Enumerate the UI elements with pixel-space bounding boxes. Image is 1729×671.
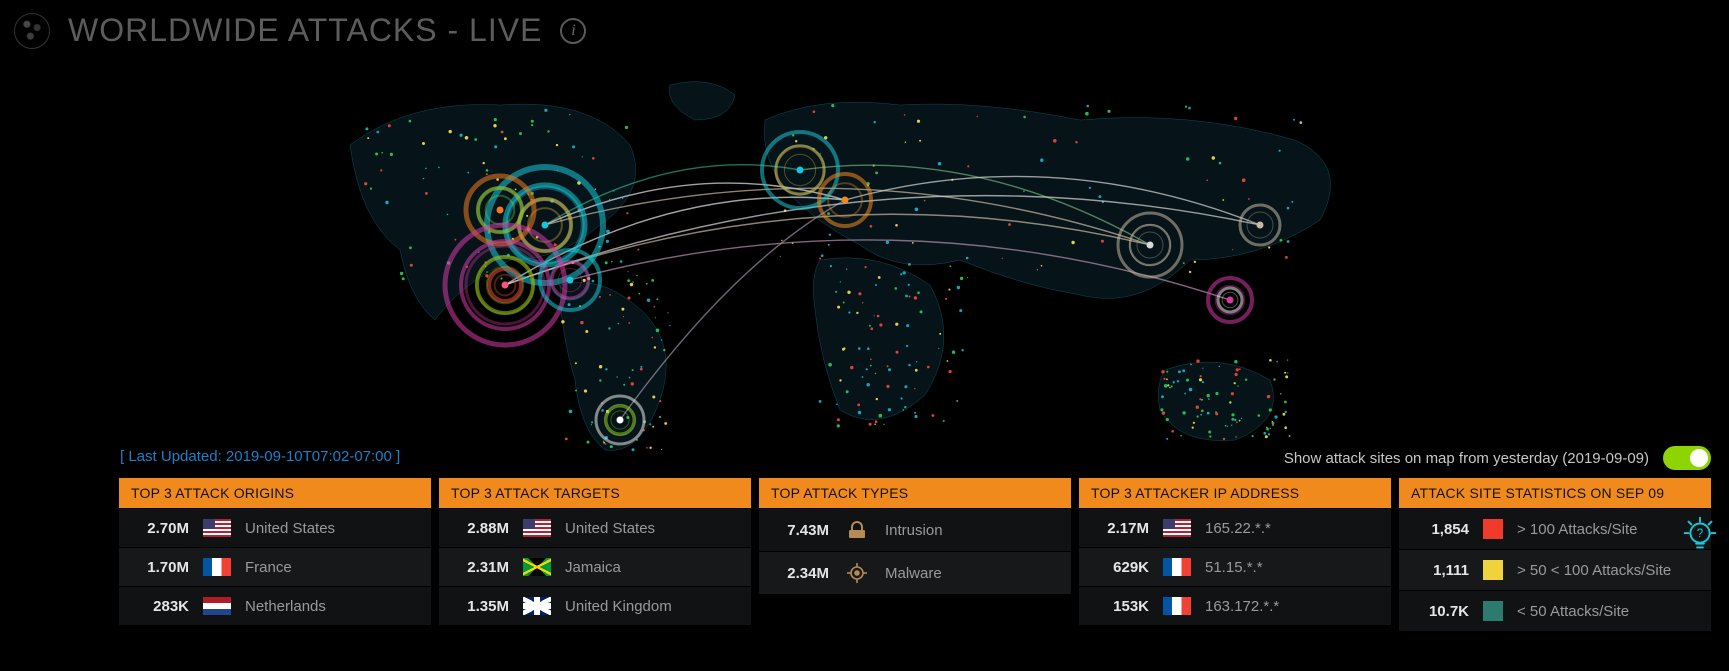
panel-row: 2.70M United States — [119, 508, 431, 547]
flag-nl-icon — [203, 597, 231, 615]
flag-us-icon — [203, 519, 231, 537]
panel-row: 629K 51.15.*.* — [1079, 547, 1391, 586]
row-metric: 1.70M — [131, 559, 189, 576]
svg-text:?: ? — [1697, 528, 1703, 540]
row-label: 51.15.*.* — [1205, 559, 1263, 576]
yesterday-toggle[interactable] — [1663, 446, 1711, 470]
row-label: > 100 Attacks/Site — [1517, 521, 1638, 538]
panel-row: 2.31M Jamaica — [439, 547, 751, 586]
help-lightbulb-icon[interactable]: ? — [1677, 512, 1723, 558]
stats-panels: TOP 3 ATTACK ORIGINS 2.70M United States 1.… — [119, 478, 1711, 631]
panel-row: 1,854 > 100 Attacks/Site — [1399, 508, 1711, 549]
row-label: 163.172.*.* — [1205, 598, 1279, 615]
flag-us-icon — [523, 519, 551, 537]
stats-panel: TOP 3 ATTACK ORIGINS 2.70M United States 1.… — [119, 478, 431, 631]
panel-row: 1,111 > 50 < 100 Attacks/Site — [1399, 549, 1711, 590]
flag-fr-icon — [1163, 597, 1191, 615]
globe-logo-icon — [14, 13, 50, 49]
yesterday-toggle-row: Show attack sites on map from yesterday … — [1284, 446, 1711, 470]
row-label: France — [245, 559, 292, 576]
row-metric: 7.43M — [771, 522, 829, 539]
panel-row: 2.34M Malware — [759, 551, 1071, 594]
row-metric: 2.88M — [451, 520, 509, 537]
row-label: Netherlands — [245, 598, 326, 615]
panel-row: 2.88M United States — [439, 508, 751, 547]
row-metric: 2.31M — [451, 559, 509, 576]
severity-swatch — [1483, 519, 1503, 539]
row-metric: 2.17M — [1091, 520, 1149, 537]
row-metric: 1,111 — [1411, 562, 1469, 579]
panel-row: 283K Netherlands — [119, 586, 431, 625]
panel-row: 153K 163.172.*.* — [1079, 586, 1391, 625]
row-label: > 50 < 100 Attacks/Site — [1517, 562, 1671, 579]
page-header: WORLDWIDE ATTACKS - LIVE i — [14, 12, 586, 49]
row-metric: 1.35M — [451, 598, 509, 615]
stats-panel: TOP ATTACK TYPES 7.43M Intrusion 2.34M Malwa… — [759, 478, 1071, 631]
panel-header: ATTACK SITE STATISTICS ON SEP 09 — [1399, 478, 1711, 508]
intrusion-icon — [843, 519, 871, 541]
row-label: Jamaica — [565, 559, 621, 576]
stats-panel: TOP 3 ATTACKER IP ADDRESS 2.17M 165.22.*.*… — [1079, 478, 1391, 631]
world-attack-map[interactable] — [260, 50, 1460, 480]
map-svg — [260, 50, 1460, 480]
flag-us-icon — [1163, 519, 1191, 537]
flag-fr-icon — [203, 558, 231, 576]
row-label: United Kingdom — [565, 598, 672, 615]
severity-swatch — [1483, 601, 1503, 621]
panel-row: 1.35M United Kingdom — [439, 586, 751, 625]
bracket-close: ] — [392, 448, 400, 465]
row-metric: 629K — [1091, 559, 1149, 576]
row-metric: 153K — [1091, 598, 1149, 615]
row-label: 165.22.*.* — [1205, 520, 1271, 537]
row-label: United States — [245, 520, 335, 537]
stats-panel: TOP 3 ATTACK TARGETS2.88MUnited States2.… — [439, 478, 751, 631]
last-updated: [ Last Updated: 2019-09-10T07:02-07:00 ] — [120, 448, 400, 465]
row-label: < 50 Attacks/Site — [1517, 603, 1629, 620]
continents — [350, 82, 1331, 451]
flag-uk-icon — [523, 597, 551, 615]
row-label: Malware — [885, 565, 942, 582]
flag-jm-icon — [523, 558, 551, 576]
flag-fr-icon — [1163, 558, 1191, 576]
last-updated-text: Last Updated: 2019-09-10T07:02-07:00 — [128, 448, 392, 465]
yesterday-toggle-label: Show attack sites on map from yesterday … — [1284, 450, 1649, 467]
panel-row: 10.7K < 50 Attacks/Site — [1399, 590, 1711, 631]
panel-header: TOP 3 ATTACK TARGETS — [439, 478, 751, 508]
panel-row: 7.43M Intrusion — [759, 508, 1071, 551]
row-label: Intrusion — [885, 522, 943, 539]
panel-header: TOP ATTACK TYPES — [759, 478, 1071, 508]
info-icon[interactable]: i — [560, 18, 586, 44]
row-metric: 1,854 — [1411, 521, 1469, 538]
panel-header: TOP 3 ATTACK ORIGINS — [119, 478, 431, 508]
row-metric: 10.7K — [1411, 603, 1469, 620]
panel-row: 1.70M France — [119, 547, 431, 586]
row-label: United States — [565, 520, 655, 537]
panel-header: TOP 3 ATTACKER IP ADDRESS — [1079, 478, 1391, 508]
severity-swatch — [1483, 560, 1503, 580]
row-metric: 2.34M — [771, 565, 829, 582]
malware-icon — [843, 562, 871, 584]
row-metric: 283K — [131, 598, 189, 615]
row-metric: 2.70M — [131, 520, 189, 537]
page-title: WORLDWIDE ATTACKS - LIVE — [68, 12, 542, 49]
stats-panel: ATTACK SITE STATISTICS ON SEP 09 1,854 > 1… — [1399, 478, 1711, 631]
panel-row: 2.17M 165.22.*.* — [1079, 508, 1391, 547]
